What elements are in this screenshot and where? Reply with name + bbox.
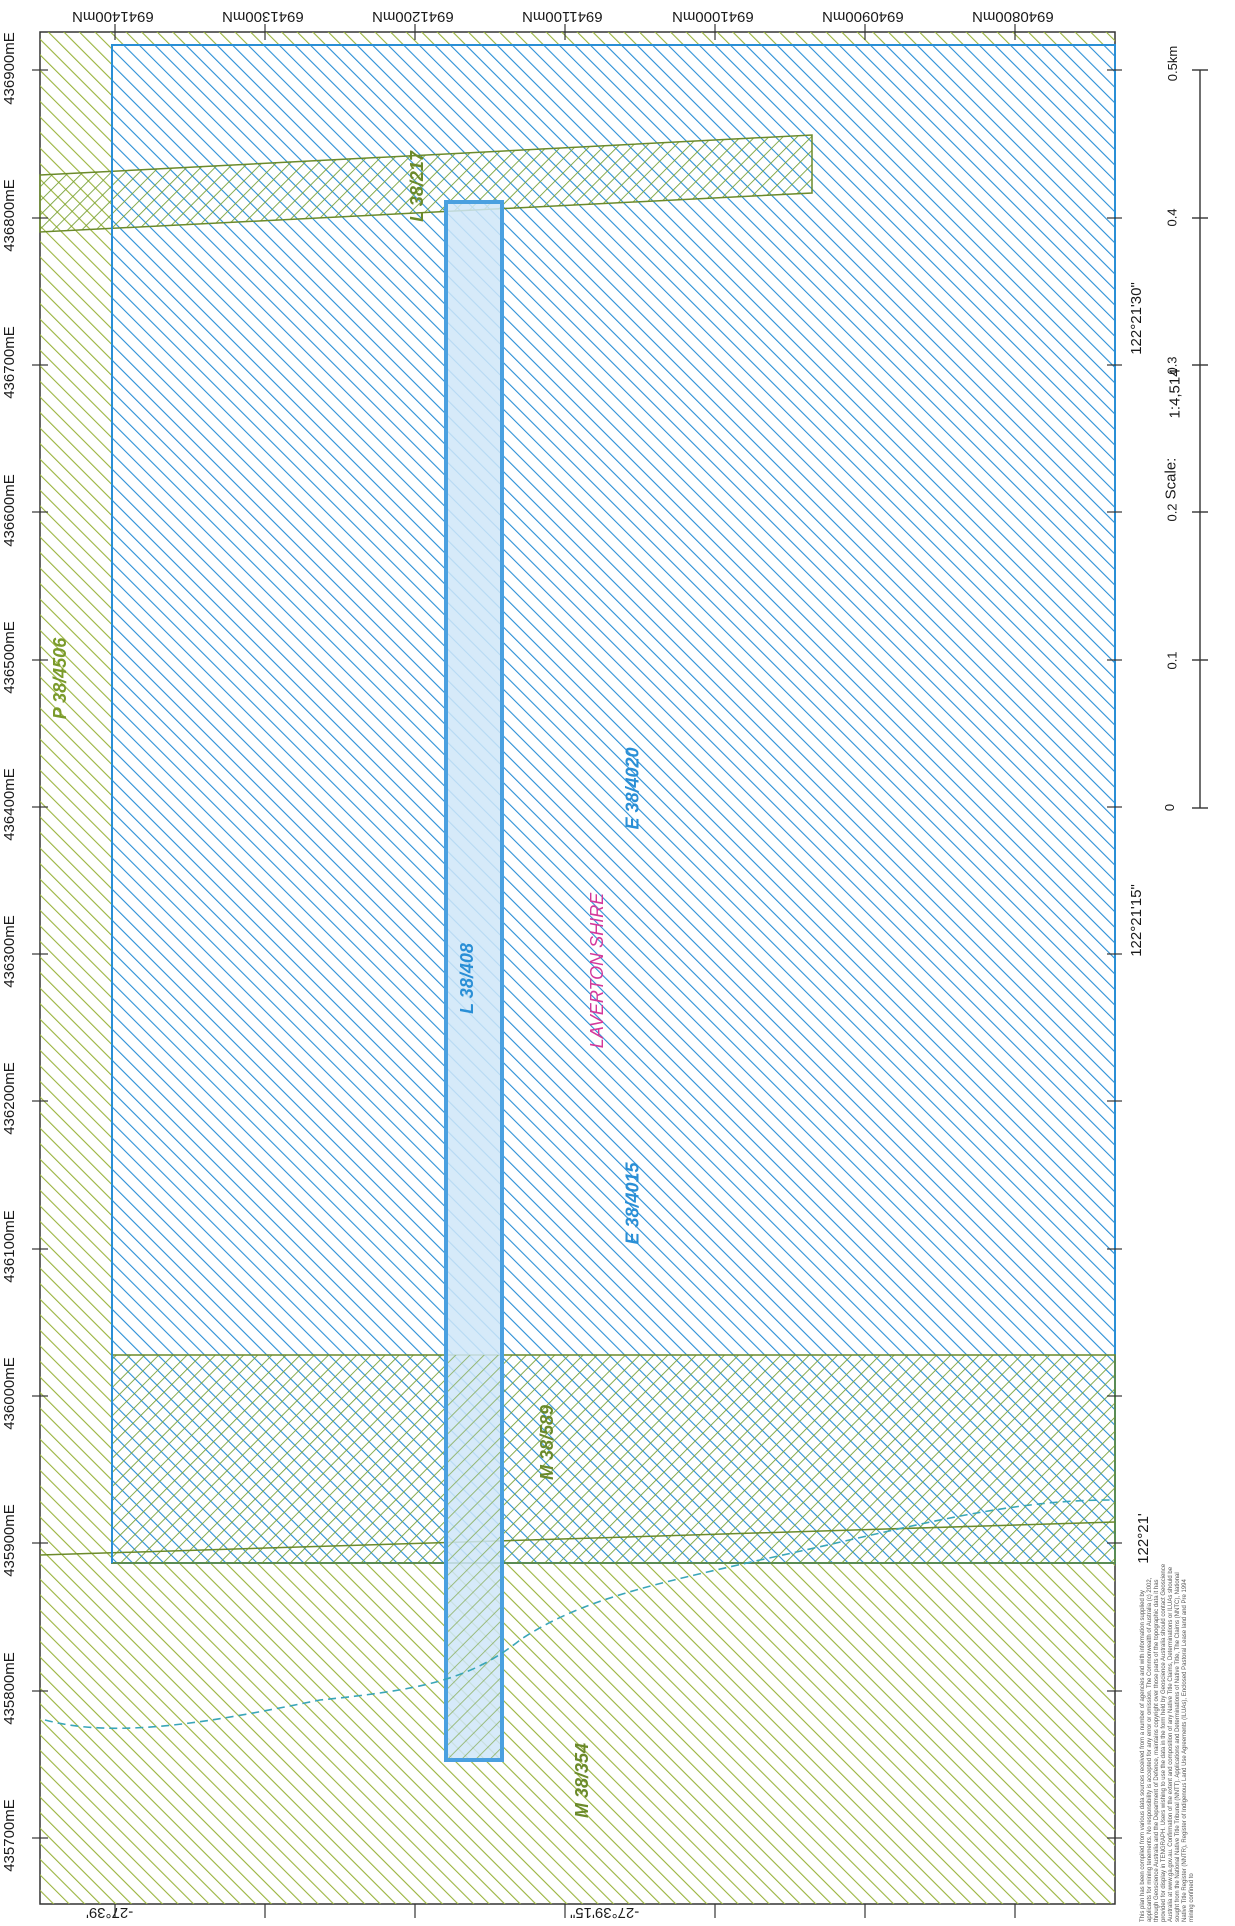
easting-label-436900: 436900mE [0,32,18,105]
scale-tick-0-1: 0.1 [1164,651,1180,670]
tenement-label-e38-4015: E 38/4015 [622,1162,643,1245]
dashed-track [44,1499,1111,1730]
northing-label-6940900: 6940900mN [822,8,904,25]
l38-408-lower-crosshatch [448,1355,500,1758]
northing-label-6940800: 6940800mN [972,8,1054,25]
easting-label-436800: 436800mE [0,179,18,252]
tenement-label-l38-217: L 38/217 [406,151,427,222]
m38-589-diagonal [39,1521,1116,1556]
tenement-label-m38-354: M 38/354 [572,1742,593,1819]
longitude-label-122-21-30: 122°21'30" [1127,282,1145,355]
scale-tick-0-5km: 0.5km [1165,45,1181,82]
tenement-label-l38-408: L 38/408 [456,943,477,1014]
longitude-label-122-21: 122°21' [1134,1513,1152,1564]
easting-label-436200: 436200mE [0,1062,18,1135]
scale-tick-0-4: 0.4 [1164,208,1180,227]
latitude-label-27-39: -27°39' [86,1904,134,1921]
tenement-label-m38-589: M 38/589 [537,1404,558,1481]
easting-label-436300: 436300mE [0,915,18,988]
disclaimer-note: This plan has been compiled from various… [1140,1563,1195,1922]
easting-label-435900: 435900mE [0,1504,18,1577]
scale-tick-0-2: 0.2 [1164,503,1180,522]
latitude-label-27-39-15: -27°39'15" [570,1904,640,1921]
scale-bar [1192,69,1208,809]
easting-label-435800: 435800mE [0,1652,18,1725]
longitude-label-122-21-15: 122°21'15" [1127,884,1145,957]
northing-label-6941400: 6941400mN [72,8,154,25]
northing-label-6941100: 6941100mN [522,8,603,25]
scale-tick-0: 0 [1162,803,1178,812]
easting-label-436700: 436700mE [0,326,18,399]
easting-label-436600: 436600mE [0,474,18,547]
scale-title: Scale: [1162,457,1180,500]
axis-ticks [32,24,1122,1918]
tenement-label-e38-4020: E 38/4020 [622,747,643,830]
northing-label-6941000: 6941000mN [672,8,754,25]
l38-217-boundary [39,134,813,233]
scale-tick-0-3: 0.3 [1164,356,1180,375]
easting-label-435700: 435700mE [0,1799,18,1872]
northing-label-6941200: 6941200mN [372,8,454,25]
easting-label-436000: 436000mE [0,1357,18,1430]
m38-589-area [111,1354,1116,1564]
tenement-label-laverton-shire: LAVERTON SHIRE [587,892,608,1049]
easting-label-436100: 436100mE [0,1210,18,1283]
tenement-label-p38-4506: P 38/4506 [50,637,71,720]
easting-label-436400: 436400mE [0,768,18,841]
blue-hatch-area [111,44,1116,1564]
easting-label-436500: 436500mE [0,621,18,694]
scale-ratio: 1:4,514 [1166,368,1184,419]
northing-label-6941300: 6941300mN [222,8,304,25]
